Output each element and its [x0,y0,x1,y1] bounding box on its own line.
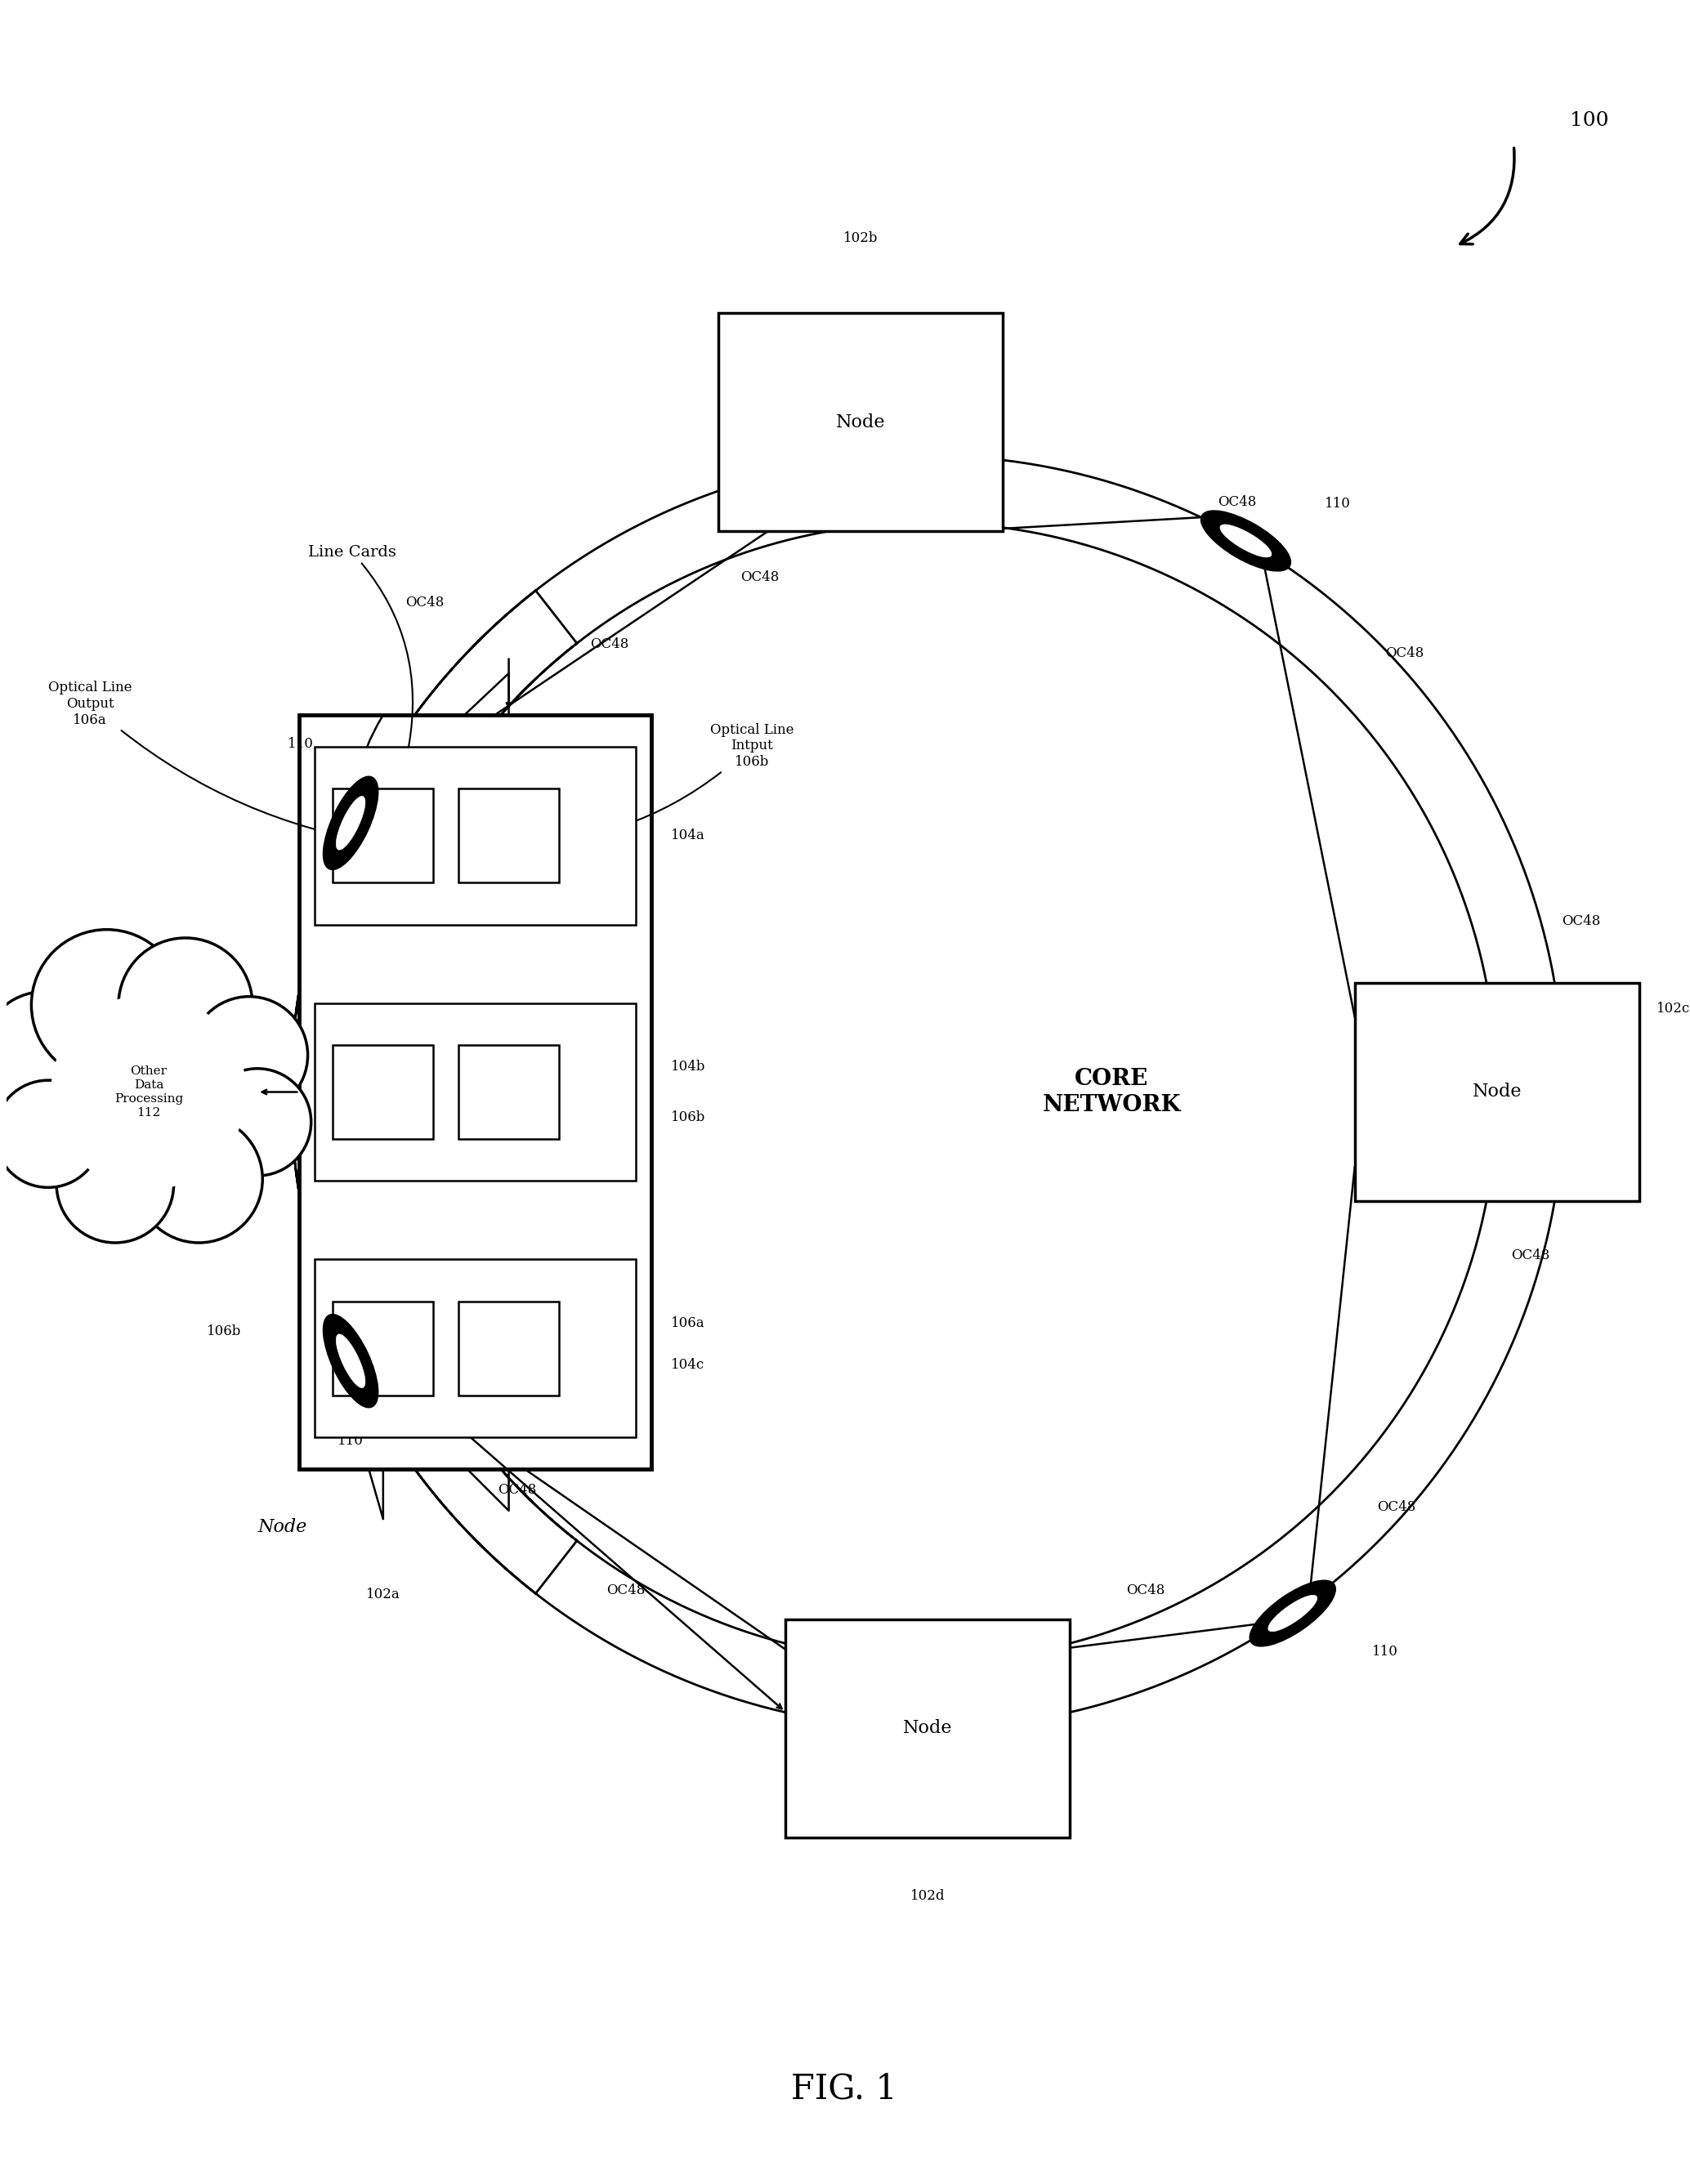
Ellipse shape [323,778,377,869]
Circle shape [0,992,108,1118]
Text: OC48: OC48 [590,638,629,651]
Text: OC48: OC48 [1511,1249,1550,1262]
Bar [333,788,433,882]
Text: OC48: OC48 [825,1625,864,1640]
Text: 110: 110 [1372,1645,1398,1658]
Bar [299,714,651,1470]
Text: 110: 110 [1325,496,1350,511]
Circle shape [118,937,252,1072]
Bar [333,1046,433,1138]
Text: 106a: 106a [671,1317,705,1330]
Bar [458,1046,559,1138]
Text: 102d: 102d [911,1889,945,1902]
Text: 106b: 106b [671,1109,706,1125]
Ellipse shape [336,797,365,850]
Bar [1355,983,1639,1201]
Circle shape [135,1116,262,1243]
Text: Node: Node [259,1518,308,1535]
Bar [314,1002,635,1182]
Bar [458,1302,559,1396]
Text: Node: Node [837,413,886,430]
Ellipse shape [336,1334,365,1387]
Text: 102c: 102c [1656,1000,1690,1016]
Bar [458,788,559,882]
Ellipse shape [1268,1594,1317,1631]
Circle shape [32,930,183,1081]
Ellipse shape [323,1315,377,1406]
Text: OC48: OC48 [1386,646,1425,660]
Text: 104b: 104b [671,1059,706,1075]
Ellipse shape [1251,1581,1335,1647]
Circle shape [204,1068,311,1175]
Circle shape [32,974,265,1210]
Bar [314,1260,635,1437]
Text: Node: Node [902,1719,951,1738]
Bar [314,747,635,924]
Text: Line Cards: Line Cards [308,544,412,747]
Ellipse shape [1220,524,1271,557]
Circle shape [191,996,308,1114]
Text: OC48: OC48 [1562,913,1600,928]
Text: OC48: OC48 [1126,1583,1164,1599]
Text: OC48: OC48 [1218,496,1257,509]
Text: Optical Line
Intput
106b: Optical Line Intput 106b [510,723,794,845]
Text: Other
Data
Processing
112: Other Data Processing 112 [115,1066,183,1118]
Text: 102a: 102a [367,1588,401,1601]
Text: 110: 110 [338,1435,363,1448]
Text: FIG. 1: FIG. 1 [791,2070,897,2105]
Circle shape [51,996,245,1188]
Text: 110: 110 [287,736,313,751]
Bar [786,1621,1070,1837]
Text: OC48: OC48 [1377,1500,1416,1514]
Ellipse shape [1202,511,1289,570]
Circle shape [56,1125,174,1243]
Text: 104a: 104a [671,828,705,843]
Text: Optical Line
Output
106a: Optical Line Output 106a [47,681,380,843]
Text: OC48: OC48 [406,596,444,609]
Text: 106b: 106b [206,1324,242,1339]
Circle shape [0,1081,101,1188]
Text: 104c: 104c [671,1358,705,1372]
Text: Node: Node [1472,1083,1521,1101]
Text: OC48: OC48 [499,1483,536,1498]
Text: OC48: OC48 [607,1583,646,1599]
Bar [333,1302,433,1396]
Text: 102b: 102b [843,232,877,245]
Text: 100: 100 [1570,111,1609,131]
Text: OC48: OC48 [740,570,779,585]
Bar [718,312,1002,531]
Text: CORE
NETWORK: CORE NETWORK [1043,1068,1181,1116]
